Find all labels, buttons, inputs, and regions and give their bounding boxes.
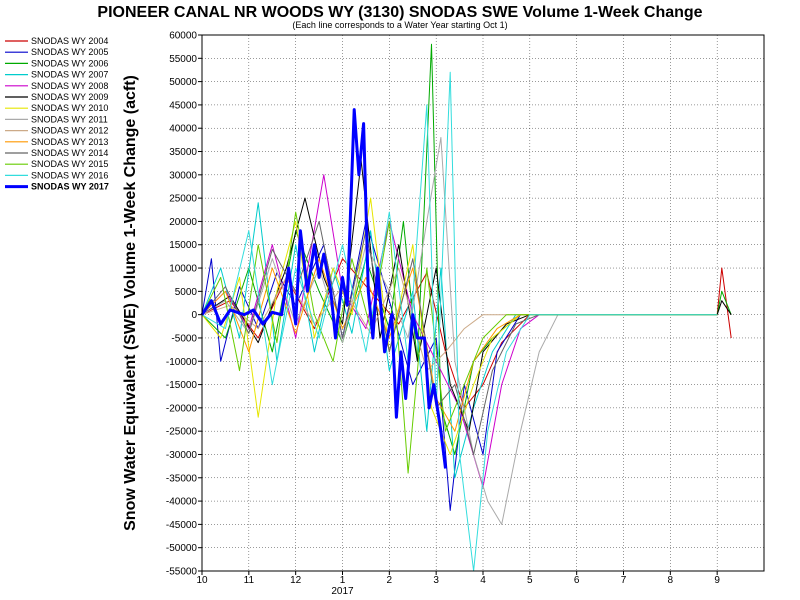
series-layer [200,43,732,572]
x-tick-label: 7 [621,575,627,586]
legend-entry: SNODAS WY 2005 [31,47,108,57]
y-tick-label: 35000 [169,147,197,158]
series-line [201,197,718,455]
y-tick-label: -45000 [166,520,198,531]
legend-entry: SNODAS WY 2013 [31,137,108,147]
y-tick-label: 60000 [169,31,197,42]
y-tick-label: -35000 [166,473,198,484]
y-tick-label: 55000 [169,54,197,65]
y-tick-label: -55000 [166,567,198,578]
y-tick-label: 30000 [169,170,197,181]
y-tick-label: -20000 [166,403,198,414]
x-tick-label: 12 [290,575,302,586]
x-tick-label: 3 [433,575,439,586]
legend-entry: SNODAS WY 2007 [31,70,108,80]
series-line [201,160,732,432]
y-tick-label: 10000 [169,264,197,275]
series-line [201,71,718,572]
x-tick-label: 2 [387,575,393,586]
legend-entry: SNODAS WY 2016 [31,170,108,180]
series-line [201,211,718,474]
legend-entry: SNODAS WY 2008 [31,81,108,91]
x-tick-label: 10 [196,575,208,586]
legend-entry: SNODAS WY 2017 [31,182,109,192]
y-tick-label: -15000 [166,380,198,391]
y-tick-label: -5000 [171,333,197,344]
legend-entry: SNODAS WY 2006 [31,58,108,68]
x-tick-label: 4 [480,575,486,586]
year-label: 2017 [331,586,354,597]
legend-entry: SNODAS WY 2012 [31,126,108,136]
y-tick-label: 15000 [169,240,197,251]
legend-entry: SNODAS WY 2010 [31,103,108,113]
legend-entry: SNODAS WY 2009 [31,92,108,102]
series-line [200,108,447,469]
x-tick-label: 11 [244,575,255,586]
x-ticks: 10 11 12 1 2 3 4 5 6 7 8 9 [196,571,720,586]
chart-title: PIONEER CANAL NR WOODS WY (3130) SNODAS … [97,4,702,21]
y-tick-label: -30000 [166,450,198,461]
y-tick-label: 25000 [169,194,197,205]
y-tick-label: -50000 [166,543,198,554]
y-tick-label: 5000 [175,287,198,298]
y-tick-label: 20000 [169,217,197,228]
series-line [201,137,718,525]
y-tick-label: 0 [191,310,197,321]
y-tick-label: 45000 [169,100,197,111]
y-tick-label: -10000 [166,357,198,368]
y-axis-label: Snow Water Equivalent (SWE) Volume 1-Wee… [122,75,139,531]
legend-entry: SNODAS WY 2011 [31,114,108,124]
chart-subtitle: (Each line corresponds to a Water Year s… [292,20,507,30]
y-tick-label: 50000 [169,77,197,88]
x-tick-label: 5 [527,575,533,586]
legend-entry: SNODAS WY 2004 [31,36,108,46]
y-tick-label: -40000 [166,497,198,508]
y-tick-label: 40000 [169,124,197,135]
x-tick-label: 1 [340,575,346,586]
x-tick-label: 6 [574,575,580,586]
x-tick-label: 8 [668,575,674,586]
y-tick-label: -25000 [166,427,198,438]
series-line [201,220,718,511]
series-line [201,220,718,455]
legend-entry: SNODAS WY 2015 [31,159,108,169]
y-ticks: 6000055000500004500040000350003000025000… [166,31,202,578]
x-tick-label: 9 [714,575,720,586]
legend-entry: SNODAS WY 2014 [31,148,108,158]
series-line [201,267,718,372]
